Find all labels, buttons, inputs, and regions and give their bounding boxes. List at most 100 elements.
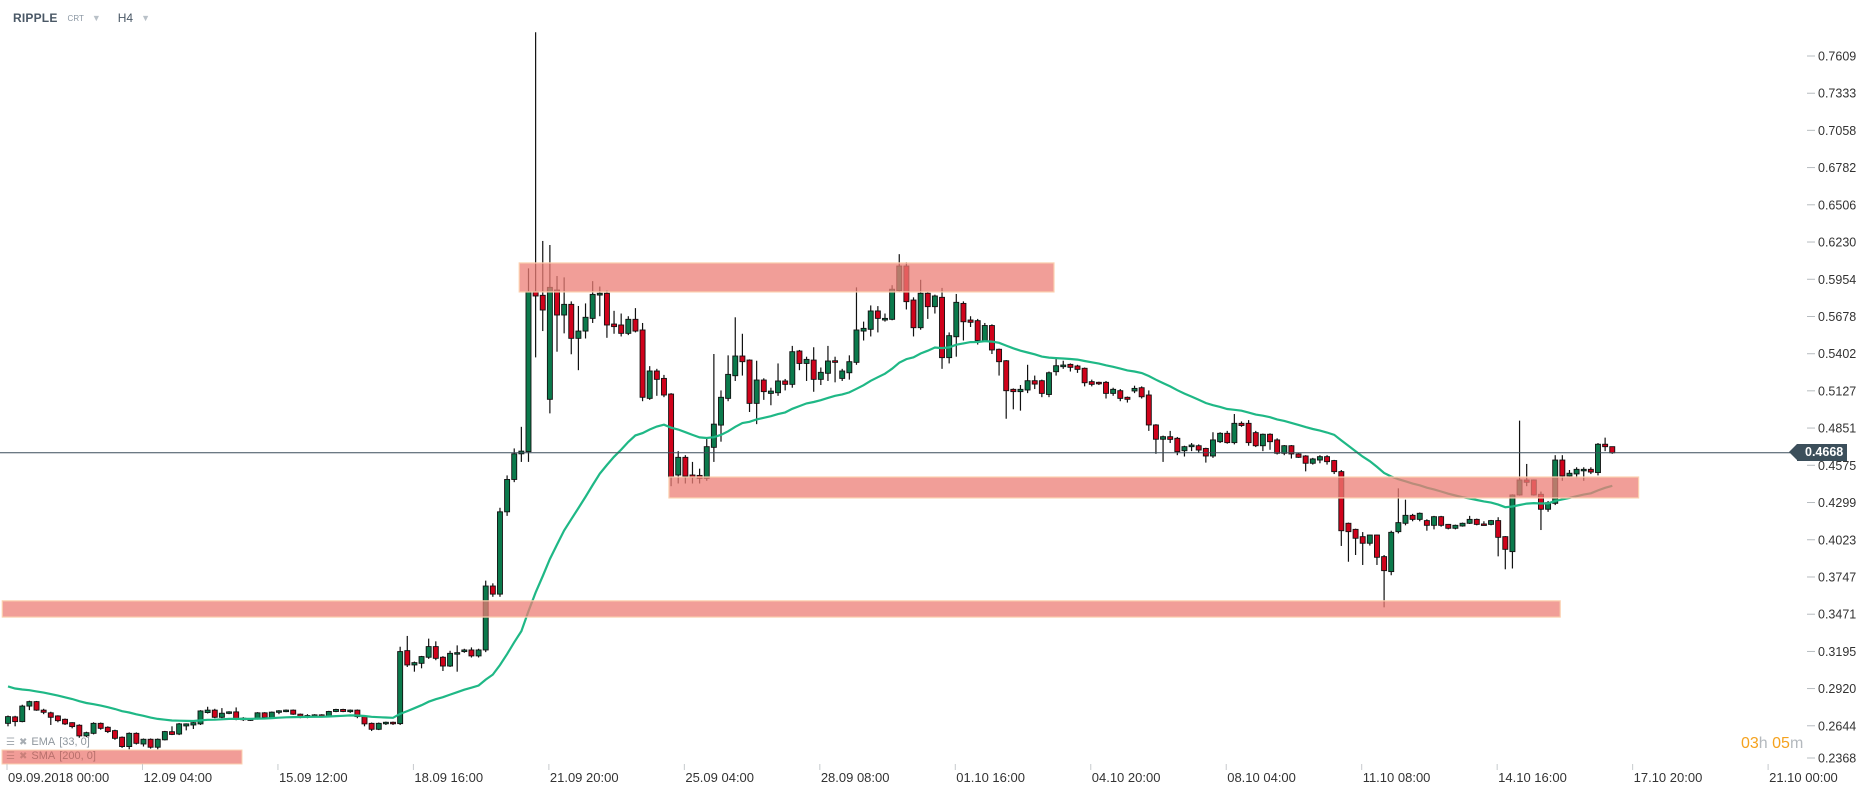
candle[interactable] [197, 710, 204, 725]
candle[interactable] [825, 345, 831, 381]
candle[interactable] [62, 718, 68, 725]
candle[interactable] [397, 646, 404, 725]
candle[interactable] [169, 726, 175, 736]
candle[interactable] [147, 738, 154, 749]
candle[interactable] [454, 645, 461, 672]
candle[interactable] [432, 641, 439, 661]
candle[interactable] [568, 301, 575, 355]
chevron-down-icon[interactable]: ▼ [141, 13, 151, 23]
candle[interactable] [1145, 390, 1152, 431]
time-axis[interactable]: 09.09.2018 00:00 12.09 04:00 15.09 12:00 18… [6, 764, 1838, 785]
candle[interactable] [1573, 467, 1580, 479]
candle[interactable] [753, 360, 760, 425]
candle[interactable] [1095, 381, 1102, 386]
candle[interactable] [1566, 470, 1573, 477]
candle[interactable] [90, 722, 97, 735]
candle[interactable] [275, 710, 282, 715]
candle[interactable] [746, 359, 753, 413]
candle[interactable] [26, 700, 33, 711]
candle[interactable] [1295, 453, 1302, 458]
candle[interactable] [867, 305, 874, 337]
candle[interactable] [1274, 438, 1281, 455]
chevron-down-icon[interactable]: ▼ [91, 13, 101, 23]
candle[interactable] [218, 708, 225, 719]
candle[interactable] [1110, 387, 1117, 396]
candle[interactable] [532, 32, 539, 358]
candle[interactable] [639, 322, 646, 402]
candle[interactable] [1131, 385, 1138, 394]
candle[interactable] [603, 290, 610, 338]
candle[interactable] [661, 374, 667, 398]
candle[interactable] [525, 268, 532, 462]
candle[interactable] [1259, 433, 1266, 452]
support-resistance-zone[interactable] [1, 600, 1561, 618]
candle[interactable] [12, 715, 19, 727]
candle[interactable] [1252, 430, 1259, 448]
candle[interactable] [860, 321, 867, 341]
candle[interactable] [853, 287, 860, 365]
candle[interactable] [518, 426, 525, 462]
settings-bars-icon[interactable]: ☰ [6, 750, 15, 762]
candle[interactable] [1152, 424, 1159, 454]
candle[interactable] [1031, 375, 1038, 390]
candle[interactable] [97, 722, 104, 730]
candle[interactable] [653, 368, 660, 396]
candle[interactable] [839, 368, 846, 381]
candle[interactable] [1438, 515, 1445, 527]
candle[interactable] [668, 393, 675, 487]
candle[interactable] [489, 583, 496, 597]
candle[interactable] [882, 313, 888, 322]
candle[interactable] [211, 708, 218, 719]
candle[interactable] [1316, 455, 1323, 464]
candle[interactable] [1595, 443, 1601, 476]
candle[interactable] [83, 731, 90, 738]
candle[interactable] [190, 722, 197, 730]
candle[interactable] [1060, 360, 1067, 369]
candle[interactable] [283, 709, 290, 713]
candle[interactable] [974, 318, 981, 345]
candle[interactable] [1359, 532, 1366, 565]
candle[interactable] [803, 356, 810, 381]
candle[interactable] [226, 711, 232, 715]
candle[interactable] [1067, 363, 1074, 372]
candle[interactable] [832, 356, 839, 383]
candle[interactable] [333, 708, 339, 713]
candle[interactable] [1210, 432, 1216, 458]
candle[interactable] [126, 732, 133, 750]
candle[interactable] [874, 306, 881, 333]
candle[interactable] [760, 378, 767, 400]
candle[interactable] [1324, 455, 1331, 465]
candle[interactable] [425, 638, 432, 659]
candle[interactable] [1231, 414, 1238, 445]
candle[interactable] [1103, 380, 1109, 399]
candle[interactable] [69, 722, 76, 729]
candle[interactable] [1495, 517, 1502, 557]
candle[interactable] [1366, 534, 1373, 546]
candle[interactable] [767, 387, 774, 406]
candle[interactable] [475, 648, 482, 658]
candle[interactable] [739, 333, 746, 376]
candle[interactable] [1160, 435, 1167, 462]
candle[interactable] [511, 448, 518, 483]
symbol-name[interactable]: RIPPLE [13, 11, 58, 25]
candle[interactable] [347, 709, 354, 713]
candle[interactable] [361, 716, 368, 727]
candle[interactable] [846, 355, 853, 380]
candle[interactable] [161, 730, 168, 741]
candle[interactable] [1381, 554, 1388, 608]
candle[interactable] [646, 366, 653, 400]
candle[interactable] [176, 722, 183, 736]
timeframe-selector[interactable]: H4 [117, 11, 134, 25]
candle[interactable] [340, 708, 347, 713]
candle[interactable] [1445, 523, 1452, 530]
candle[interactable] [411, 661, 418, 672]
candle[interactable] [1602, 437, 1609, 452]
candle[interactable] [1046, 371, 1052, 398]
candle[interactable] [183, 723, 190, 731]
close-icon[interactable]: ✖ [18, 736, 28, 748]
candle[interactable] [47, 711, 54, 725]
candle[interactable] [1202, 447, 1209, 463]
candle[interactable] [725, 355, 732, 402]
candle[interactable] [40, 708, 47, 715]
